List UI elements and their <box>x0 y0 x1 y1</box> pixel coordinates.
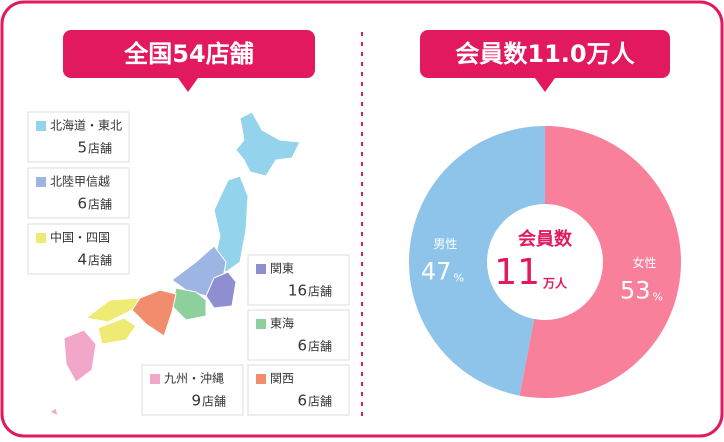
store-count: 6 <box>297 337 307 355</box>
map-region <box>84 297 141 323</box>
legend-swatch <box>256 374 266 384</box>
slice-value: 47 <box>421 258 452 286</box>
map-region <box>63 329 97 383</box>
slice-name: 女性 <box>633 255 657 270</box>
donut-hole <box>487 204 603 320</box>
slice-unit: % <box>653 290 663 303</box>
map-region <box>205 271 237 309</box>
stores-title: 全国54店舗 <box>123 40 253 68</box>
map-region <box>131 289 177 337</box>
region-name: 北海道・東北 <box>50 118 122 133</box>
donut-slice <box>408 126 545 396</box>
store-unit: 店舗 <box>308 395 332 409</box>
map-region <box>49 407 59 417</box>
region-name: 東海 <box>270 316 294 331</box>
store-count: 4 <box>77 251 87 269</box>
region-name: 北陸甲信越 <box>50 175 110 189</box>
slice-name: 男性 <box>433 237 457 251</box>
store-unit: 店舗 <box>308 340 332 354</box>
legend-swatch <box>36 121 46 131</box>
region-name: 関西 <box>270 372 294 386</box>
store-unit: 店舗 <box>88 198 112 212</box>
store-unit: 店舗 <box>308 285 332 299</box>
map-region <box>97 317 137 345</box>
members-title: 会員数11.0万人 <box>455 40 634 68</box>
legend-box <box>247 309 350 361</box>
legend-box <box>141 364 244 416</box>
store-unit: 店舗 <box>202 395 226 409</box>
japan-map <box>49 111 301 417</box>
legend-swatch <box>256 264 266 274</box>
store-count: 6 <box>77 195 87 213</box>
legend-swatch <box>150 374 160 384</box>
store-count: 9 <box>191 392 201 410</box>
legend-swatch <box>36 177 46 187</box>
store-unit: 店舗 <box>88 142 112 156</box>
region-name: 九州・沖縄 <box>164 371 224 386</box>
center-unit: 万人 <box>542 276 568 291</box>
map-region <box>213 175 249 273</box>
store-count: 16 <box>288 282 307 300</box>
store-unit: 店舗 <box>88 254 112 268</box>
legend-swatch <box>256 319 266 329</box>
legend-swatch <box>36 233 46 243</box>
store-count: 5 <box>77 139 87 157</box>
center-value: 11 <box>494 252 540 293</box>
legend-box <box>27 223 130 275</box>
region-name: 関東 <box>270 262 294 276</box>
banner <box>63 30 670 92</box>
legend-box <box>247 364 350 416</box>
legend-box <box>247 254 350 306</box>
center-label: 会員数 <box>518 228 573 250</box>
legend-box <box>27 111 130 163</box>
slice-value: 53 <box>620 276 651 304</box>
store-count: 6 <box>297 392 307 410</box>
slice-unit: % <box>453 272 463 285</box>
map-region <box>235 111 301 177</box>
legend-box <box>27 167 130 219</box>
region-name: 中国・四国 <box>50 230 110 245</box>
